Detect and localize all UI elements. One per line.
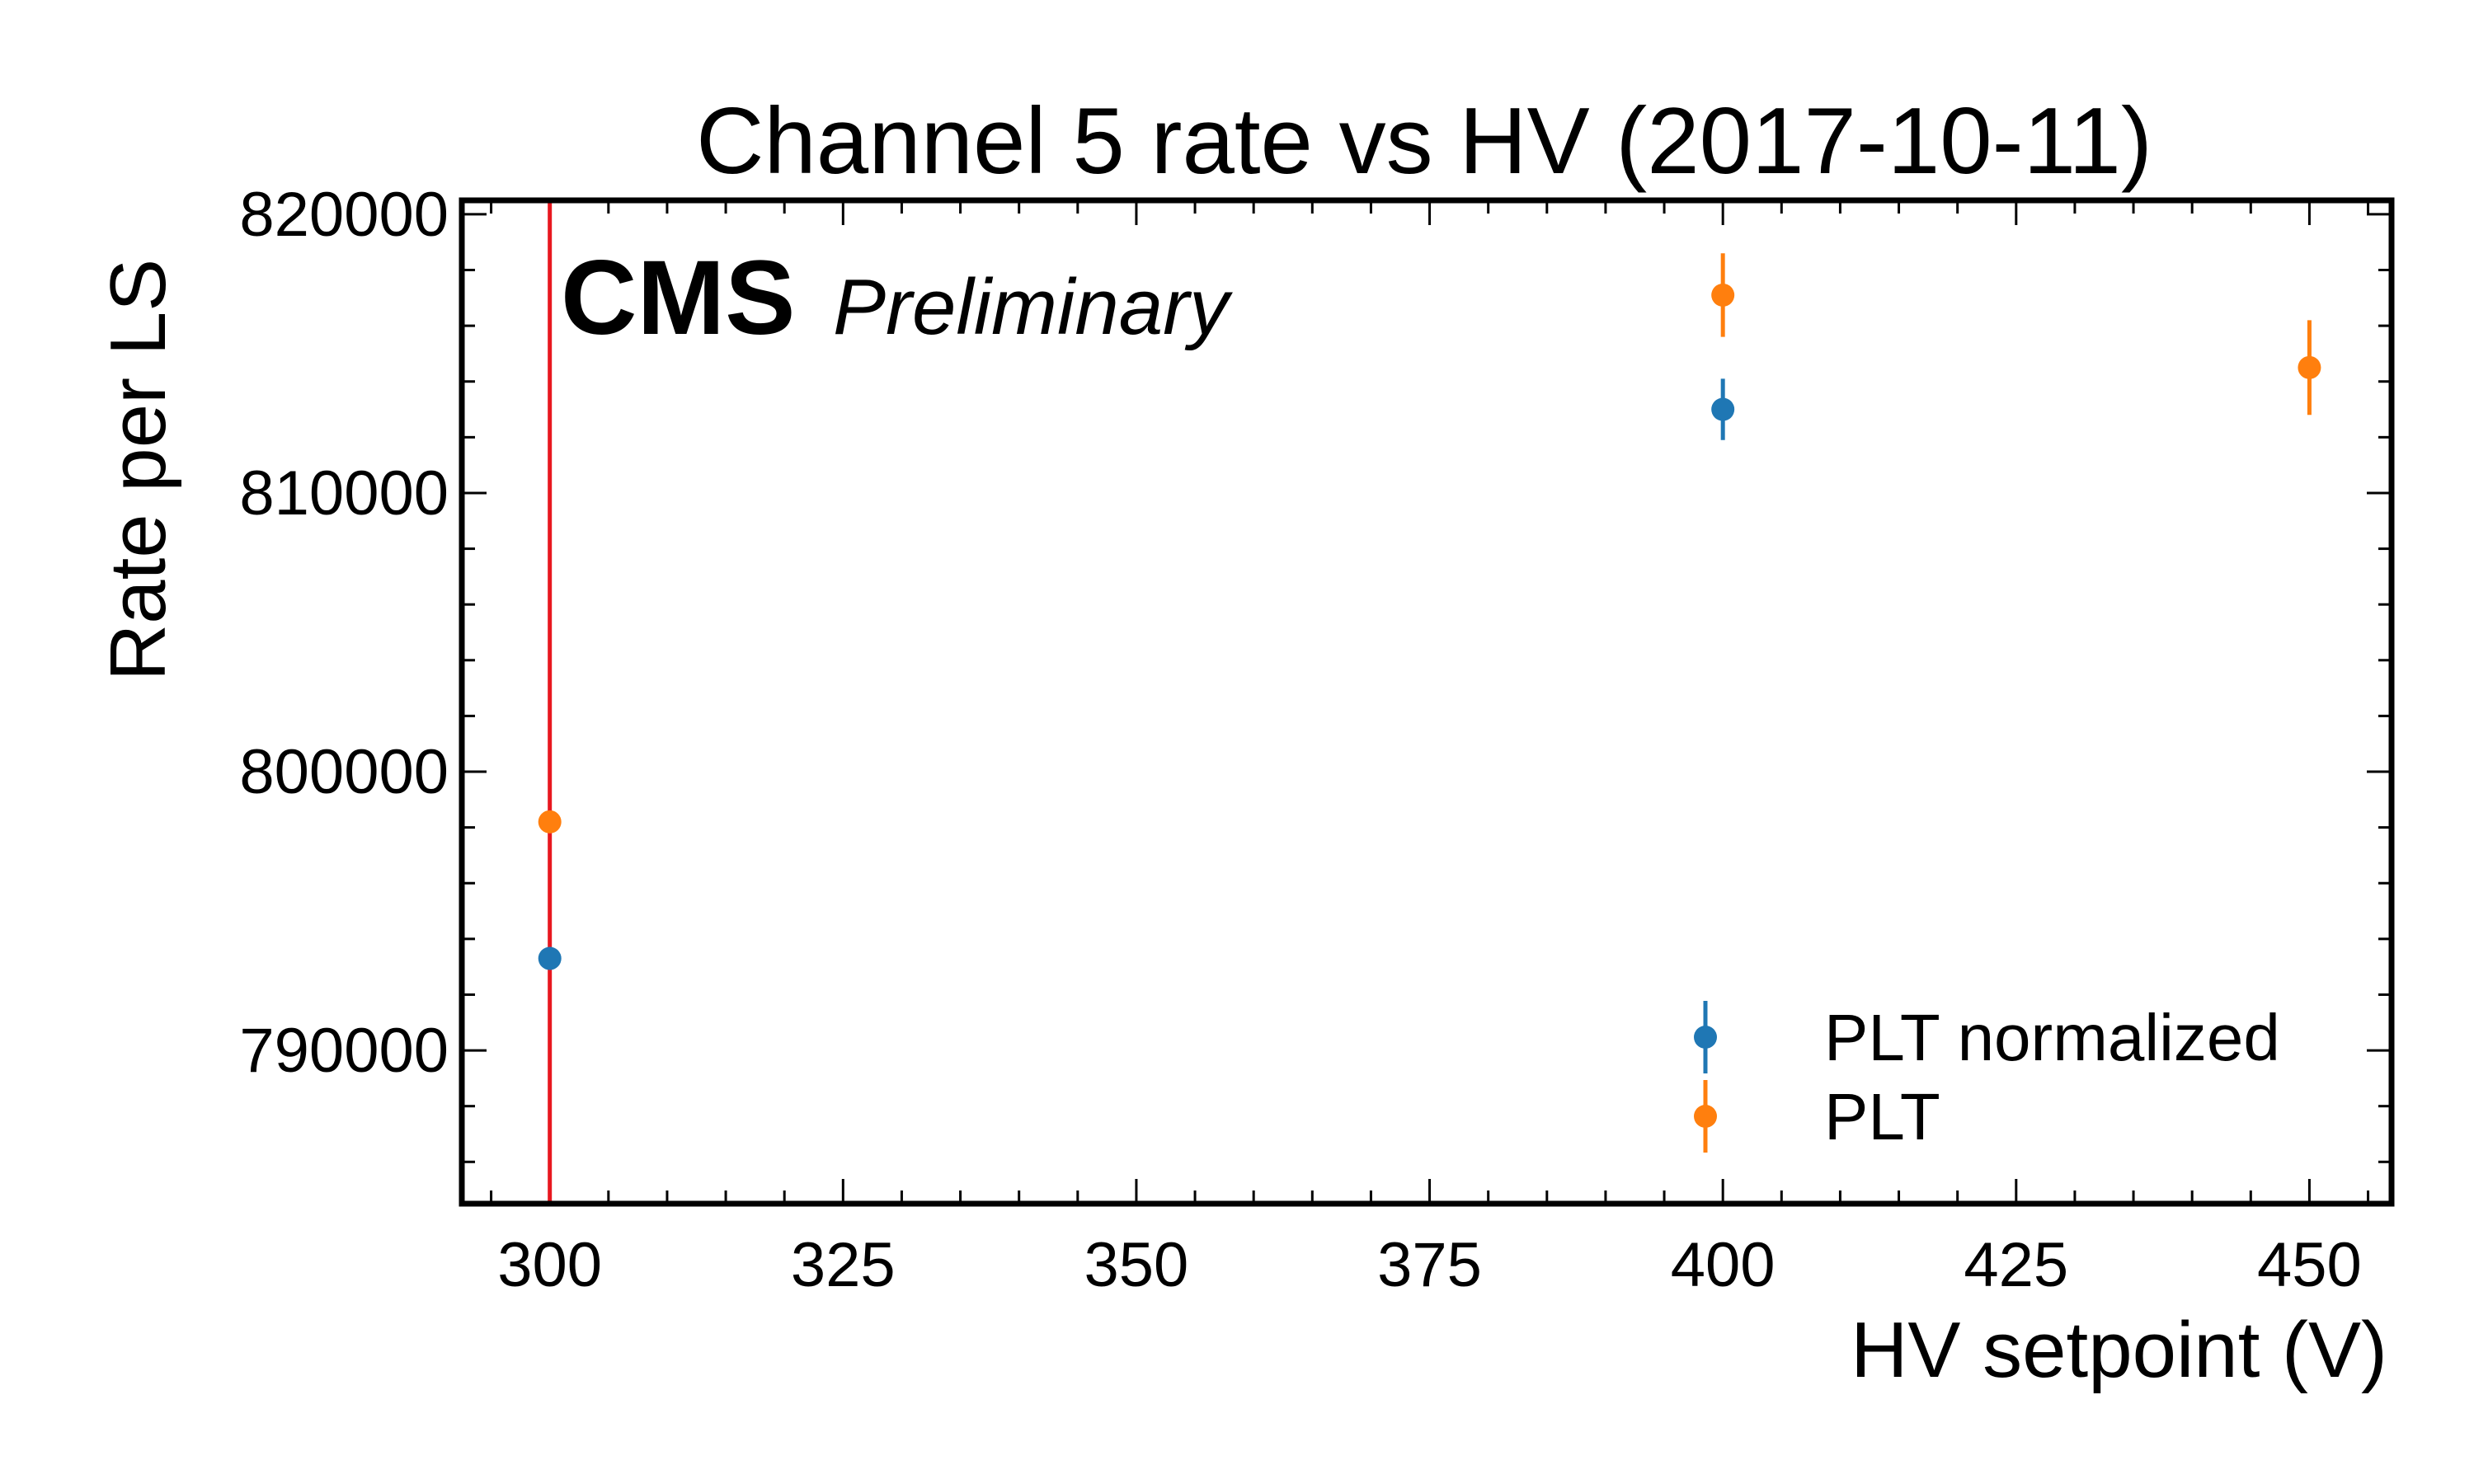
plot-frame [459,197,2395,1207]
x-tick-label: 400 [1671,1230,1776,1300]
x-tick-label: 300 [497,1230,602,1300]
data-point [1711,283,1735,307]
data-point [1711,397,1735,421]
x-tick-label: 450 [2257,1230,2362,1300]
y-tick-label: 820000 [239,180,449,250]
x-tick-label: 375 [1377,1230,1482,1300]
chart-title: Channel 5 rate vs HV (2017-10-11) [696,89,2152,194]
y-tick-label: 800000 [239,737,449,807]
data-point [538,810,562,834]
legend-label: PLT normalized [1824,1001,2280,1074]
x-tick-label: 425 [1964,1230,2068,1300]
y-tick-label: 810000 [239,458,449,528]
data-points [538,253,2321,970]
legend-marker [1694,1026,1717,1049]
data-point [538,946,562,970]
x-tick-label: 325 [791,1230,896,1300]
x-tick-labels: 300 325 350 375 400 425 450 [497,1230,2362,1300]
legend-marker [1694,1105,1717,1128]
y-tick-label: 790000 [239,1016,449,1086]
x-tick-label: 350 [1084,1230,1189,1300]
y-axis-label: Rate per LS [94,259,182,681]
y-tick-labels: 790000 800000 810000 820000 [239,180,449,1086]
preliminary-label: Preliminary [833,263,1233,351]
data-point [2298,355,2321,379]
legend-label: PLT [1824,1080,1940,1153]
x-axis-label: HV setpoint (V) [1851,1306,2387,1394]
cms-label: CMS [561,239,795,357]
experiment-label: CMS Preliminary [561,239,1233,357]
plot-area: 300 325 350 375 400 425 450 790000 800000 810000… [239,180,2395,1300]
